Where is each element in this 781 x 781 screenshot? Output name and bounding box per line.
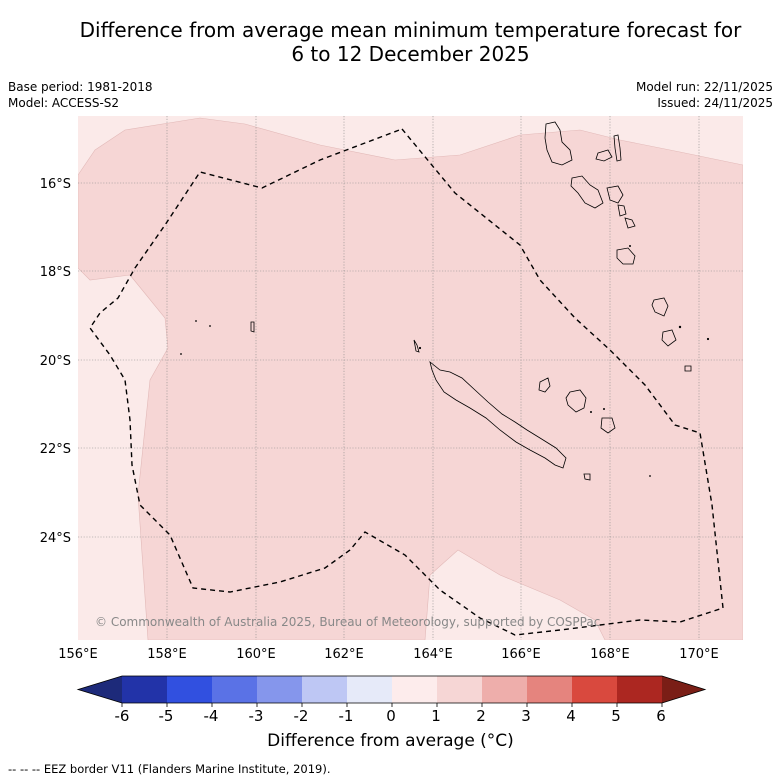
lat-label-24s: 24°S [40,531,71,546]
lon-label-156: 156°E [58,647,98,662]
island-malakula [570,175,604,209]
cbar-tick: 3 [521,707,531,725]
island-anatom [661,329,677,347]
island-erromango [616,247,636,265]
issued-date: Issued: 24/11/2025 [657,96,773,110]
island-walpole [684,365,692,372]
base-period: Base period: 1981-2018 [8,80,153,94]
title-line-1: Difference from average mean minimum tem… [79,18,742,42]
eez-legend-note: -- -- -- EEZ border V11 (Flanders Marine… [8,762,331,776]
cbar-tick: -6 [115,707,130,725]
meta-left: Base period: 1981-2018 Model: ACCESS-S2 [8,79,153,111]
lon-label-168: 168°E [590,647,630,662]
colorbar [76,675,707,707]
island-lifou [565,389,587,413]
island-new-caledonia [429,360,567,469]
anomaly-1-2-region [78,117,743,640]
map-area: © Commonwealth of Australia 2025, Bureau… [78,116,743,640]
small-islets [180,245,710,477]
lat-label-22s: 22°S [40,442,71,457]
cbar-segment [302,676,347,703]
cbar-segment [212,676,257,703]
copyright-notice: © Commonwealth of Australia 2025, Bureau… [95,615,600,629]
model-run: Model run: 22/11/2025 [635,80,773,94]
lon-label-170: 170°E [679,647,719,662]
cbar-tick: 6 [656,707,666,725]
island-maewo [595,149,613,162]
island-isle-of-pines [583,473,591,481]
cbar-segment [572,676,617,703]
island-belep [413,339,420,353]
island-ouvea [538,377,551,393]
model-name: Model: ACCESS-S2 [8,96,120,110]
island-epi [606,185,624,204]
island-mare [600,417,616,434]
cbar-extend-high [662,676,705,703]
cbar-tick: -3 [249,707,264,725]
cbar-extend-low [78,676,122,703]
cbar-segment [437,676,482,703]
lon-labels: 156°E 158°E 160°E 162°E 164°E 166°E 168°… [58,647,719,662]
lat-label-18s: 18°S [40,265,71,280]
island-espiritu-santo [544,121,573,166]
island-efate [624,217,636,229]
lat-label-16s: 16°S [40,177,71,192]
cbar-tick: 2 [476,707,486,725]
cbar-tick: -4 [204,707,219,725]
title-line-2: 6 to 12 December 2025 [291,42,530,66]
cbar-tick: -2 [294,707,309,725]
cbar-tick: 1 [431,707,441,725]
cbar-segment [167,676,212,703]
island-chesterfield [250,321,255,333]
cbar-segment [527,676,572,703]
lat-label-20s: 20°S [40,354,71,369]
cbar-tick: -1 [339,707,354,725]
lon-label-160: 160°E [236,647,276,662]
lon-label-162: 162°E [324,647,364,662]
cbar-tick: 0 [386,707,396,725]
island-tanna [651,297,669,317]
cbar-segment [347,676,392,703]
eez-border [89,128,724,636]
graticule [78,116,743,640]
cbar-segment [392,676,437,703]
lon-label-164: 164°E [413,647,453,662]
coastlines [250,121,692,481]
cbar-segment [257,676,302,703]
meta-right: Model run: 22/11/2025 Issued: 24/11/2025 [636,79,773,111]
cbar-tick: -5 [159,707,174,725]
colorbar-tick-labels: -6 -5 -4 -3 -2 -1 0 1 2 3 4 5 6 [115,707,666,725]
island-shepherd [617,204,627,217]
cbar-tick: 5 [611,707,621,725]
chart-title: Difference from average mean minimum tem… [0,18,781,66]
cbar-segment [617,676,662,703]
cbar-segment [122,676,167,703]
cbar-tick: 4 [566,707,576,725]
lon-label-166: 166°E [501,647,541,662]
cbar-segment [482,676,527,703]
island-pentecost [613,134,622,162]
colorbar-label: Difference from average (°C) [267,731,514,751]
lon-label-158: 158°E [147,647,187,662]
lat-labels: 16°S 18°S 20°S 22°S 24°S [40,177,71,546]
